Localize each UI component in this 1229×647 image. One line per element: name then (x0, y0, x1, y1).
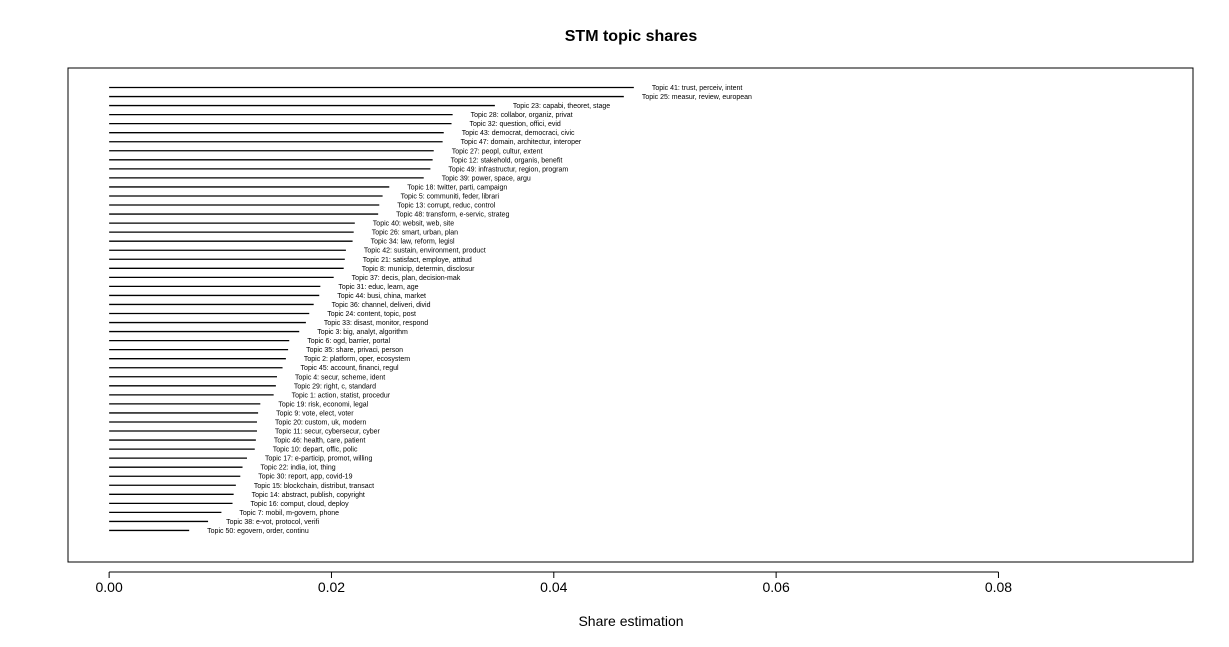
x-axis: 0.00 0.02 0.04 0.06 0.08 (96, 571, 1012, 595)
bar-label: Topic 12: stakehold, organis, benefit (451, 157, 563, 164)
bar-label: Topic 7: mobil, m-govern, phone (239, 510, 339, 517)
bar-label: Topic 43: democrat, democraci, civic (462, 130, 575, 137)
bar-label: Topic 44: busi, china, market (337, 293, 426, 300)
bar-label: Topic 16: comput, cloud, deploy (251, 501, 350, 508)
bar-label: Topic 8: municip, determin, disclosur (362, 266, 475, 273)
bar-label: Topic 25: measur, review, european (642, 94, 752, 101)
x-tick-label: 0.06 (763, 579, 790, 595)
bar-label: Topic 47: domain, architectur, interoper (461, 139, 582, 146)
x-tick-label: 0.02 (318, 579, 345, 595)
bar-label: Topic 49: infrastructur, region, program (448, 166, 568, 173)
bar-label: Topic 5: communiti, feder, librari (401, 193, 500, 200)
bar-label: Topic 3: big, analyt, algorithm (317, 329, 408, 336)
bar-label: Topic 2: platform, oper, ecosystem (304, 356, 410, 363)
bar-label: Topic 27: peopl, cultur, extent (452, 148, 543, 155)
bar-label: Topic 22: india, iot, thing (261, 465, 336, 472)
bar-label: Topic 14: abstract, publish, copyright (252, 492, 365, 499)
bar-label: Topic 39: power, space, argu (442, 175, 531, 182)
bar-label: Topic 36: channel, deliveri, divid (332, 302, 431, 309)
bar-label: Topic 50: egovern, order, continu (207, 528, 309, 535)
bar-label: Topic 11: secur, cybersecur, cyber (275, 429, 381, 436)
bar-label: Topic 6: ogd, barrier, portal (307, 338, 390, 345)
bar-label: Topic 19: risk, economi, legal (278, 401, 368, 408)
bar-label: Topic 48: transform, e-servic, strateg (396, 212, 509, 219)
bar-label: Topic 9: vote, elect, voter (276, 410, 354, 417)
bar-label: Topic 45: account, financi, regul (301, 365, 400, 372)
bar-label: Topic 23: capabi, theoret, stage (513, 103, 610, 110)
bar-label: Topic 38: e-vot, protocol, verifi (226, 519, 319, 526)
bars (109, 86, 634, 532)
bar-label: Topic 30: report, app, covid-19 (258, 474, 352, 481)
bar-label: Topic 42: sustain, environment, product (364, 248, 486, 255)
bar-label: Topic 35: share, privaci, person (306, 347, 403, 354)
bar-label: Topic 46: health, care, patient (274, 438, 366, 445)
bar-label: Topic 26: smart, urban, plan (372, 230, 458, 237)
plot-frame (67, 67, 1194, 563)
bar-label: Topic 33: disast, monitor, respond (324, 320, 428, 327)
bar-label: Topic 32: question, offici, evid (470, 121, 561, 128)
bar-label: Topic 24: content, topic, post (327, 311, 416, 318)
bar-labels: Topic 41: trust, perceiv, intent Topic 25… (207, 85, 752, 535)
bar-label: Topic 15: blockchain, distribut, transac… (254, 483, 374, 490)
bar-label: Topic 13: corrupt, reduc, control (397, 203, 495, 210)
bar-label: Topic 17: e-particip, promot, willing (265, 456, 372, 463)
bar-label: Topic 34: law, reform, legisl (371, 239, 455, 246)
bar-label: Topic 37: decis, plan, decision-mak (352, 275, 461, 282)
chart-title: STM topic shares (565, 28, 698, 45)
bar-label: Topic 4: secur, scheme, ident (295, 374, 385, 381)
bar-label: Topic 20: custom, uk, modern (275, 419, 367, 426)
x-tick-label: 0.04 (540, 579, 567, 595)
x-tick-label: 0.00 (96, 579, 123, 595)
bar-label: Topic 1: action, statist, procedur (292, 392, 391, 399)
bar-label: Topic 21: satisfact, employe, attitud (363, 257, 472, 264)
bar-label: Topic 31: educ, learn, age (338, 284, 418, 291)
bar-label: Topic 41: trust, perceiv, intent (652, 85, 743, 92)
x-tick-label: 0.08 (985, 579, 1012, 595)
x-axis-label: Share estimation (578, 613, 683, 629)
bar-label: Topic 28: collabor, organiz, privat (471, 112, 573, 119)
bar-label: Topic 29: right, c, standard (294, 383, 376, 390)
bar-label: Topic 18: twitter, parti, campaign (407, 184, 507, 191)
bar-label: Topic 10: depart, offic, polic (273, 447, 358, 454)
bar-label: Topic 40: websit, web, site (373, 221, 454, 228)
